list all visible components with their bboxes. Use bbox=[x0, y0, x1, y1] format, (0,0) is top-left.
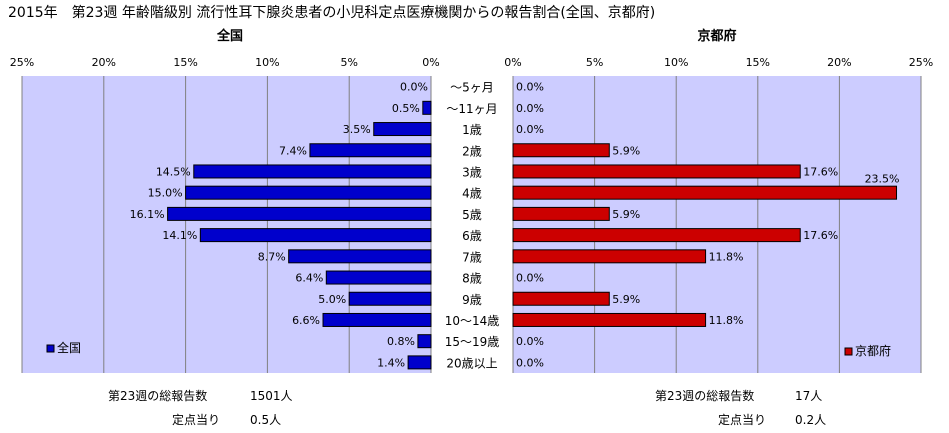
zenkoku-data-label: 15.0% bbox=[148, 187, 183, 200]
zenkoku-data-label: 8.7% bbox=[258, 250, 286, 263]
zenkoku-panel-title: 全国 bbox=[216, 28, 243, 44]
zenkoku-bar bbox=[417, 334, 432, 349]
category-label: 15～19歳 bbox=[445, 335, 500, 349]
zenkoku-data-label: 16.1% bbox=[130, 208, 165, 221]
kyoto-data-label: 5.9% bbox=[612, 144, 640, 157]
kyoto-total-label: 第23週の総報告数 bbox=[655, 389, 755, 403]
zenkoku-bar bbox=[322, 312, 432, 327]
zenkoku-bar bbox=[193, 164, 432, 179]
category-label: 9歳 bbox=[462, 293, 482, 307]
zenkoku-bar bbox=[348, 291, 432, 306]
zenkoku-tick-label: 0% bbox=[422, 56, 439, 69]
kyoto-bar bbox=[512, 291, 610, 306]
zenkoku-bar bbox=[373, 122, 432, 137]
category-label: 5歳 bbox=[462, 208, 482, 222]
category-label: ～5ヶ月 bbox=[450, 81, 494, 95]
zenkoku-data-label: 6.4% bbox=[295, 272, 323, 285]
category-label: 3歳 bbox=[462, 165, 482, 179]
category-label: 1歳 bbox=[462, 123, 482, 137]
category-label: 8歳 bbox=[462, 272, 482, 286]
kyoto-data-label: 11.8% bbox=[709, 314, 744, 327]
zenkoku-plot-area bbox=[22, 76, 431, 373]
zenkoku-data-label: 14.5% bbox=[156, 165, 191, 178]
zenkoku-data-label: 6.6% bbox=[292, 314, 320, 327]
kyoto-tick-label: 0% bbox=[504, 56, 521, 69]
category-label: 4歳 bbox=[462, 187, 482, 201]
zenkoku-bar bbox=[422, 100, 432, 115]
zenkoku-data-label: 7.4% bbox=[279, 144, 307, 157]
kyoto-tick-label: 10% bbox=[664, 56, 688, 69]
kyoto-bar bbox=[512, 185, 898, 200]
zenkoku-bar bbox=[309, 143, 432, 158]
kyoto-data-label: 5.9% bbox=[612, 293, 640, 306]
category-label: 6歳 bbox=[462, 229, 482, 243]
kyoto-data-label: 0.0% bbox=[516, 102, 544, 115]
zenkoku-bar bbox=[167, 206, 432, 221]
kyoto-tick-label: 5% bbox=[586, 56, 603, 69]
zenkoku-legend-label: 全国 bbox=[57, 340, 81, 355]
kyoto-data-label: 0.0% bbox=[516, 356, 544, 369]
zenkoku-data-label: 3.5% bbox=[343, 123, 371, 136]
kyoto-bar bbox=[512, 228, 801, 243]
kyoto-legend-swatch bbox=[844, 347, 853, 356]
kyoto-data-label: 0.0% bbox=[516, 81, 544, 94]
kyoto-bar bbox=[512, 164, 801, 179]
zenkoku-bar bbox=[199, 228, 432, 243]
category-label: 10～14歳 bbox=[445, 314, 500, 328]
zenkoku-data-label: 5.0% bbox=[318, 293, 346, 306]
zenkoku-data-label: 0.0% bbox=[400, 81, 428, 94]
zenkoku-tick-label: 5% bbox=[340, 56, 357, 69]
zenkoku-per-label: 定点当り bbox=[172, 413, 221, 427]
zenkoku-bar bbox=[288, 249, 432, 264]
zenkoku-legend-swatch bbox=[46, 344, 55, 353]
zenkoku-bar bbox=[185, 185, 432, 200]
kyoto-legend-label: 京都府 bbox=[855, 343, 891, 358]
kyoto-tick-label: 20% bbox=[827, 56, 851, 69]
category-label: ～11ヶ月 bbox=[446, 102, 497, 116]
category-label: 20歳以上 bbox=[446, 356, 497, 370]
zenkoku-data-label: 0.5% bbox=[392, 102, 420, 115]
kyoto-plot-area bbox=[513, 76, 921, 373]
kyoto-bar bbox=[512, 143, 610, 158]
kyoto-data-label: 0.0% bbox=[516, 335, 544, 348]
kyoto-bar bbox=[512, 312, 707, 327]
kyoto-bar bbox=[512, 249, 707, 264]
zenkoku-data-label: 0.8% bbox=[387, 335, 415, 348]
zenkoku-total-value: 1501人 bbox=[250, 389, 293, 403]
zenkoku-bar bbox=[325, 270, 432, 285]
zenkoku-total-label: 第23週の総報告数 bbox=[108, 389, 208, 403]
zenkoku-tick-label: 25% bbox=[10, 56, 34, 69]
kyoto-data-label: 11.8% bbox=[709, 250, 744, 263]
kyoto-data-label: 0.0% bbox=[516, 272, 544, 285]
zenkoku-data-label: 1.4% bbox=[377, 356, 405, 369]
kyoto-data-label: 5.9% bbox=[612, 208, 640, 221]
kyoto-per-value: 0.2人 bbox=[795, 413, 827, 427]
kyoto-data-label: 0.0% bbox=[516, 123, 544, 136]
chart-title: 2015年 第23週 年齢階級別 流行性耳下腺炎患者の小児科定点医療機関からの報… bbox=[8, 4, 655, 21]
kyoto-data-label: 17.6% bbox=[803, 229, 838, 242]
kyoto-panel-title: 京都府 bbox=[697, 28, 736, 44]
category-label: 7歳 bbox=[462, 250, 482, 264]
kyoto-data-label: 23.5% bbox=[865, 173, 900, 186]
kyoto-data-label: 17.6% bbox=[803, 165, 838, 178]
kyoto-per-label: 定点当り bbox=[718, 413, 767, 427]
zenkoku-data-label: 14.1% bbox=[162, 229, 197, 242]
zenkoku-bar bbox=[407, 355, 432, 370]
kyoto-tick-label: 15% bbox=[746, 56, 770, 69]
zenkoku-tick-label: 20% bbox=[92, 56, 116, 69]
kyoto-tick-label: 25% bbox=[909, 56, 933, 69]
kyoto-total-value: 17人 bbox=[795, 389, 823, 403]
zenkoku-per-value: 0.5人 bbox=[250, 413, 282, 427]
zenkoku-tick-label: 15% bbox=[173, 56, 197, 69]
kyoto-bar bbox=[512, 206, 610, 221]
zenkoku-tick-label: 10% bbox=[255, 56, 279, 69]
category-label: 2歳 bbox=[462, 144, 482, 158]
